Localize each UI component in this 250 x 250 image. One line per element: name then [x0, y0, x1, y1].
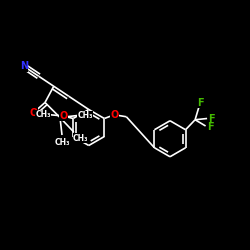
Text: N: N [20, 61, 28, 71]
Text: F: F [208, 114, 215, 124]
Text: O: O [110, 110, 118, 120]
Text: F: F [197, 98, 203, 108]
Text: CH₃: CH₃ [35, 110, 51, 119]
Text: CH₃: CH₃ [73, 134, 88, 143]
Text: F: F [207, 122, 214, 132]
Text: O: O [30, 108, 38, 118]
Text: O: O [60, 111, 68, 121]
Text: CH₃: CH₃ [54, 138, 70, 147]
Text: CH₃: CH₃ [77, 111, 93, 120]
